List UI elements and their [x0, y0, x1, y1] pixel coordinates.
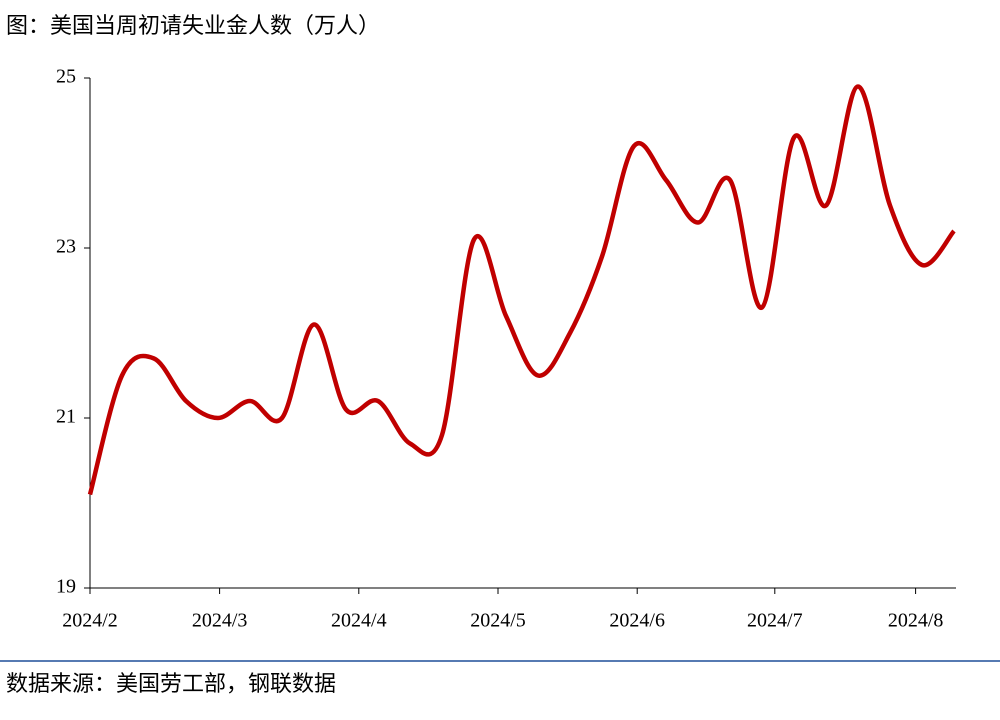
- y-tick-label: 25: [56, 66, 76, 88]
- x-tick-label: 2024/6: [609, 610, 665, 632]
- data-line: [87, 84, 956, 496]
- x-tick-label: 2024/8: [888, 610, 944, 632]
- x-tick-label: 2024/2: [62, 610, 118, 632]
- y-tick-label: 19: [56, 576, 76, 598]
- y-tick-label: 23: [56, 236, 76, 258]
- x-tick-label: 2024/5: [470, 610, 526, 632]
- x-tick-label: 2024/3: [192, 610, 248, 632]
- x-tick-label: 2024/7: [747, 610, 803, 632]
- chart-title: 图：美国当周初请失业金人数（万人）: [6, 13, 380, 38]
- y-tick-label: 21: [56, 406, 76, 428]
- source-note: 数据来源：美国劳工部，钢联数据: [6, 671, 336, 696]
- x-tick-label: 2024/4: [331, 610, 387, 632]
